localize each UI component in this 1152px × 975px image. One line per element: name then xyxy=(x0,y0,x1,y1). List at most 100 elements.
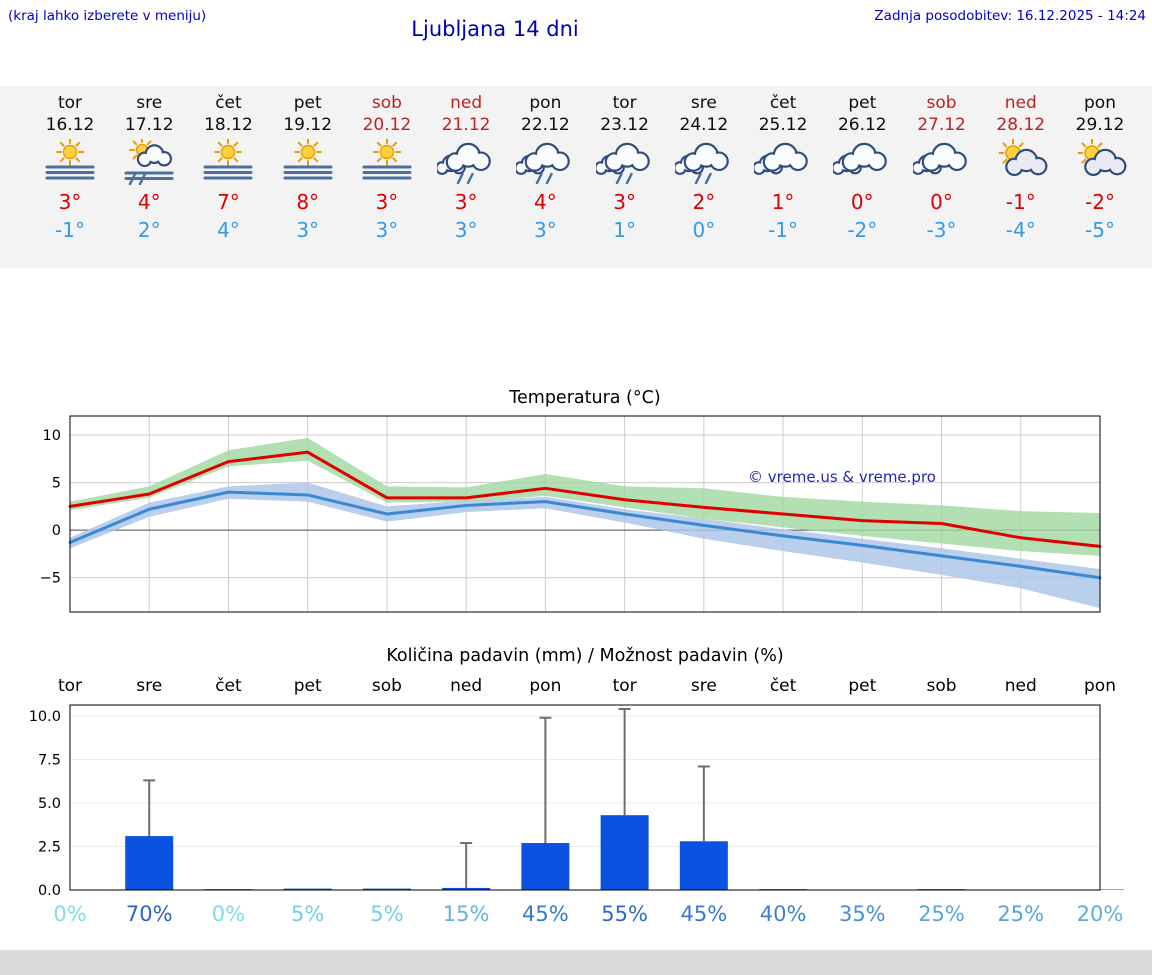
day-temp-max: 2° xyxy=(692,190,716,214)
precip-day-label: čet xyxy=(769,676,797,696)
precip-probability: 20% xyxy=(1076,902,1124,926)
forecast-day-24.12: sre 24.12 2° 0° xyxy=(664,92,744,243)
precip-day-label: pon xyxy=(529,676,562,696)
temperature-chart-title: Temperatura (°C) xyxy=(509,388,661,408)
day-date: 17.12 xyxy=(124,115,174,135)
day-temp-min: -3° xyxy=(926,218,957,242)
day-date: 27.12 xyxy=(917,115,966,135)
day-date: 23.12 xyxy=(600,115,649,135)
day-name: pet xyxy=(848,93,877,113)
fog-sun-icon xyxy=(362,139,412,180)
day-temp-max: -1° xyxy=(1005,190,1036,214)
rain-icon xyxy=(437,142,491,185)
precip-day-label: tor xyxy=(612,676,637,696)
location-menu-hint: (kraj lahko izberete v meniju) xyxy=(8,8,207,24)
precip-bar xyxy=(283,888,332,890)
day-name: tor xyxy=(612,93,637,113)
day-date: 19.12 xyxy=(283,115,333,135)
day-date: 21.12 xyxy=(441,115,491,135)
day-date: 26.12 xyxy=(837,115,887,135)
temp-max-line xyxy=(68,450,1102,548)
day-name: sre xyxy=(136,93,163,113)
cloudy-icon xyxy=(833,142,888,175)
temp-min-line xyxy=(68,490,1102,580)
precip-probability: 55% xyxy=(601,902,648,926)
day-date: 16.12 xyxy=(45,115,95,135)
page-title: Ljubljana 14 dni xyxy=(411,17,579,41)
precip-day-label: sre xyxy=(690,676,717,696)
day-name: čet xyxy=(769,93,797,113)
day-temp-max: 0° xyxy=(930,190,953,214)
day-temp-min: 1° xyxy=(613,218,636,242)
precip-day-label: sob xyxy=(926,676,957,696)
precip-day-label: tor xyxy=(57,676,83,696)
day-temp-min: -1° xyxy=(55,218,85,242)
precip-probability: 15% xyxy=(442,902,490,926)
temp-max-band xyxy=(70,437,1100,556)
day-temp-min: 2° xyxy=(137,218,161,242)
forecast-day-26.12: pet 26.12 0° -2° xyxy=(822,92,902,243)
fog-sun-cloud-icon xyxy=(124,139,174,185)
precip-chart-title: Količina padavin (mm) / Možnost padavin … xyxy=(386,646,784,666)
day-temp-min: 3° xyxy=(454,218,478,242)
day-date: 22.12 xyxy=(521,115,570,135)
fog-sun-icon xyxy=(203,139,253,180)
day-temp-min: 4° xyxy=(217,218,240,242)
day-temp-min: 3° xyxy=(375,218,399,242)
forecast-day-21.12: ned 21.12 3° 3° xyxy=(426,92,506,243)
precip-probability: 45% xyxy=(680,902,728,926)
temp-ytick-label: −5 xyxy=(40,571,61,587)
forecast-day-16.12: tor 16.12 3° -1° xyxy=(30,92,110,243)
sun-cloud-icon xyxy=(1077,139,1127,177)
forecast-day-23.12: tor 23.12 3° 1° xyxy=(585,92,665,243)
forecast-day-25.12: čet 25.12 1° -1° xyxy=(743,92,823,243)
day-temp-max: 4° xyxy=(137,190,161,214)
sun-cloud-icon xyxy=(998,139,1048,177)
forecast-day-29.12: pon 29.12 -2° -5° xyxy=(1060,92,1140,243)
forecast-day-28.12: ned 28.12 -1° -4° xyxy=(981,92,1061,243)
bottom-bar xyxy=(0,950,1152,975)
precip-ytick-label: 2.5 xyxy=(38,840,61,856)
day-date: 18.12 xyxy=(204,115,253,135)
day-temp-max: 3° xyxy=(375,190,399,214)
precip-bar xyxy=(521,843,570,890)
precip-probability: 5% xyxy=(370,902,404,926)
precip-ytick-label: 10.0 xyxy=(29,709,61,725)
forecast-day-19.12: pet 19.12 8° 3° xyxy=(268,92,348,243)
precip-probability: 0% xyxy=(211,902,246,926)
day-name: sre xyxy=(690,93,717,113)
precip-ytick-label: 0.0 xyxy=(38,883,61,899)
day-name: pon xyxy=(529,93,562,113)
precip-day-label: ned xyxy=(450,676,483,696)
precip-probability: 45% xyxy=(522,902,569,926)
fog-sun-icon xyxy=(45,139,95,180)
day-temp-max: 3° xyxy=(454,190,478,214)
day-date: 20.12 xyxy=(362,115,412,135)
precip-day-label: čet xyxy=(215,676,242,696)
precip-bar xyxy=(125,836,174,890)
day-temp-max: 3° xyxy=(613,190,636,214)
precip-day-label: ned xyxy=(1004,676,1037,696)
day-temp-max: 0° xyxy=(850,190,874,214)
rain-icon xyxy=(516,142,571,185)
forecast-day-20.12: sob 20.12 3° 3° xyxy=(347,92,427,243)
day-name: čet xyxy=(215,93,242,113)
day-temp-max: 7° xyxy=(217,190,240,214)
precip-ytick-label: 7.5 xyxy=(38,753,61,769)
forecast-day-18.12: čet 18.12 7° 4° xyxy=(188,92,268,243)
day-name: sob xyxy=(371,93,402,113)
day-temp-min: -1° xyxy=(768,218,799,242)
precip-probability: 40% xyxy=(759,902,807,926)
cloudy-icon xyxy=(754,142,808,175)
forecast-strip: tor 16.12 3° -1° sre 17.12 4° 2° čet 18.12 7° 4° pet… xyxy=(0,86,1152,268)
day-temp-max: 4° xyxy=(534,190,557,214)
day-name: tor xyxy=(57,93,83,113)
last-update-text: Zadnja posodobitev: 16.12.2025 - 14:24 xyxy=(874,8,1146,24)
day-date: 24.12 xyxy=(679,115,729,135)
cloudy-icon xyxy=(912,142,967,175)
day-name: pon xyxy=(1084,93,1116,113)
precip-probability: 5% xyxy=(291,902,325,926)
day-temp-min: -5° xyxy=(1085,218,1115,242)
day-name: ned xyxy=(450,93,483,113)
